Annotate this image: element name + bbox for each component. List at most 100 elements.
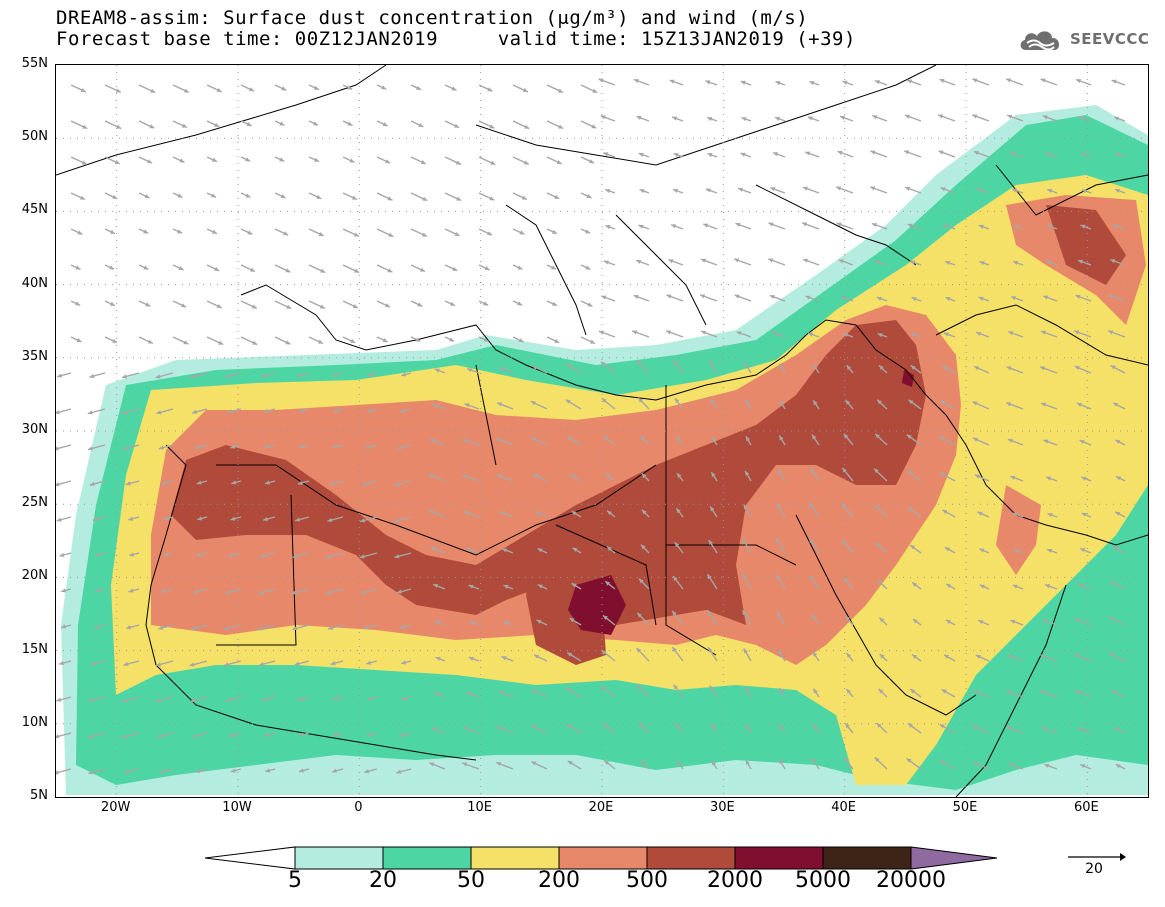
wind-arrow	[376, 84, 387, 90]
wind-arrow	[974, 474, 990, 482]
wind-arrow	[195, 552, 208, 557]
wind-arrow	[842, 756, 854, 770]
contour-200	[996, 485, 1041, 575]
wind-arrow	[138, 300, 151, 307]
wind-arrow	[733, 258, 752, 266]
wind-arrow	[158, 444, 174, 450]
wind-arrow	[973, 689, 990, 698]
wind-arrow	[741, 573, 752, 590]
wind-arrow	[571, 582, 582, 590]
wind-arrow	[569, 617, 582, 626]
colorbar-bin-5	[294, 846, 384, 870]
wind-arrow	[59, 552, 72, 558]
wind-arrow	[633, 294, 650, 302]
wind-arrow	[56, 696, 72, 702]
wind-arrow	[196, 480, 208, 485]
wind-arrow	[943, 224, 956, 230]
wind-arrow	[1111, 79, 1126, 86]
wind-arrow	[512, 264, 523, 271]
wind-arrow	[366, 408, 378, 413]
wind-arrow	[190, 624, 208, 631]
wind-arrow	[104, 300, 116, 307]
lat-label: 5N	[30, 788, 48, 803]
wind-arrow	[469, 620, 480, 626]
wind-arrow	[532, 473, 548, 482]
wind-arrow	[878, 617, 888, 626]
wind-arrow	[240, 120, 252, 127]
wind-arrow	[1007, 438, 1024, 446]
wind-arrow	[735, 222, 752, 230]
wind-arrow	[669, 79, 684, 86]
wind-arrow	[428, 473, 446, 482]
wind-arrow	[363, 624, 378, 630]
wind-arrow	[809, 467, 820, 482]
wind-arrow	[640, 544, 650, 554]
wind-arrow	[93, 624, 106, 629]
wind-arrow	[104, 156, 121, 165]
wind-arrow	[1041, 726, 1058, 734]
wind-arrow	[776, 502, 786, 518]
wind-arrow	[580, 336, 596, 345]
wind-arrow	[709, 685, 718, 698]
wind-arrow	[1081, 188, 1092, 194]
wind-arrow	[572, 547, 582, 554]
wind-arrow	[429, 438, 446, 446]
wind-arrow	[1005, 78, 1024, 86]
wind-arrow	[206, 228, 218, 235]
wind-arrow	[376, 156, 391, 164]
wind-arrow	[671, 646, 684, 662]
wind-arrow	[128, 516, 140, 521]
wind-arrow	[870, 150, 888, 158]
wind-arrow	[598, 330, 616, 338]
wind-arrow	[744, 361, 752, 374]
wind-arrow	[104, 264, 115, 270]
wind-arrow	[844, 399, 854, 410]
wind-arrow	[332, 444, 344, 449]
wind-arrow	[938, 150, 956, 158]
wind-arrow	[769, 294, 786, 302]
wind-arrow	[191, 408, 208, 414]
colorbar-over-triangle	[910, 846, 998, 870]
wind-arrow	[342, 120, 353, 127]
wind-arrow	[635, 259, 650, 266]
wind-arrow	[641, 472, 650, 482]
wind-arrow	[604, 188, 616, 194]
wind-arrow	[189, 660, 208, 667]
wind-arrow	[1079, 547, 1092, 554]
wind-arrow	[431, 727, 446, 734]
wind-arrow	[206, 84, 222, 93]
wind-arrow	[260, 552, 276, 558]
wind-arrow	[976, 187, 990, 194]
wind-arrow	[462, 438, 480, 446]
wind-arrow	[909, 260, 922, 266]
wind-arrow	[401, 372, 412, 377]
wind-arrow	[943, 332, 956, 338]
wind-arrow	[635, 647, 650, 662]
wind-arrow	[841, 296, 854, 302]
wind-arrow	[908, 399, 922, 410]
wind-arrow	[805, 295, 820, 302]
wind-arrow	[435, 656, 446, 662]
wind-arrow	[60, 624, 72, 629]
cloud-icon	[1020, 31, 1060, 51]
wind-arrow	[745, 399, 752, 410]
wind-arrow	[465, 547, 480, 554]
wind-arrow	[495, 437, 514, 446]
wind-arrow	[478, 84, 493, 92]
wind-arrow	[129, 552, 140, 557]
wind-arrow	[193, 588, 208, 594]
wind-arrow	[911, 653, 922, 662]
wind-arrow	[274, 120, 285, 127]
wind-arrow	[1077, 259, 1092, 266]
wind-arrow	[206, 264, 220, 272]
wind-arrow	[1009, 151, 1024, 158]
wind-arrow	[777, 468, 786, 482]
wind-arrow	[812, 399, 820, 410]
wind-arrow	[1040, 78, 1058, 86]
wind-arrow	[206, 192, 217, 198]
wind-arrow	[1040, 654, 1058, 662]
seevccc-logo: SEEVCCC	[1018, 26, 1149, 52]
wind-arrow	[125, 480, 140, 486]
wind-arrow	[376, 192, 393, 201]
wind-arrow	[1007, 654, 1024, 662]
